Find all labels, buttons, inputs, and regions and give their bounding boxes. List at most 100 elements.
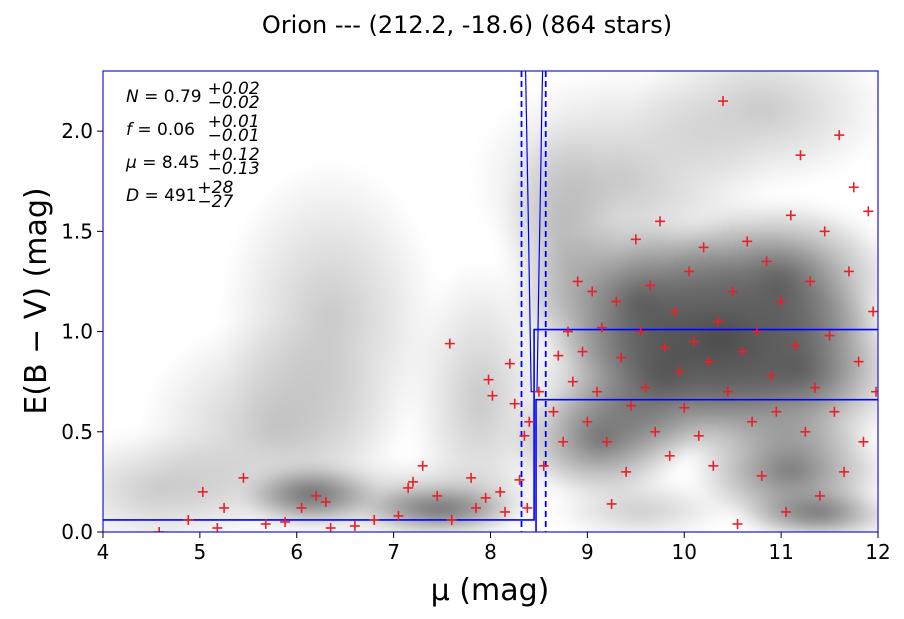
star-marker: [606, 498, 617, 509]
star-marker: [795, 150, 806, 161]
star-marker: [311, 490, 322, 501]
star-marker: [183, 514, 194, 525]
star-marker: [664, 450, 675, 461]
star-marker: [871, 386, 878, 397]
star-marker: [238, 472, 249, 483]
x-axis-title: μ (mag): [431, 573, 550, 608]
star-marker: [280, 516, 291, 527]
star-marker: [408, 476, 418, 487]
star-marker: [558, 436, 569, 447]
star-marker: [766, 370, 777, 381]
star-marker: [567, 376, 578, 387]
star-marker: [538, 460, 549, 471]
star-marker: [470, 502, 481, 513]
y-tick-label: 1.0: [61, 320, 93, 344]
star-marker: [863, 206, 874, 217]
star-marker: [417, 460, 428, 471]
star-marker: [509, 398, 520, 409]
star-marker: [577, 346, 588, 357]
star-marker: [553, 350, 564, 361]
star-marker: [596, 322, 607, 333]
x-tick-label: 12: [865, 540, 890, 564]
star-marker: [369, 514, 380, 525]
y-tick-label: 2.0: [61, 119, 93, 143]
annotation-minus: −27: [197, 192, 233, 212]
star-marker: [800, 426, 811, 437]
star-marker: [684, 266, 695, 277]
star-marker: [524, 416, 535, 427]
star-marker: [829, 406, 840, 417]
star-marker: [693, 430, 704, 441]
y-tick-label: 0.0: [61, 520, 93, 544]
star-marker: [785, 210, 796, 221]
star-marker: [839, 466, 850, 477]
star-marker: [483, 374, 494, 385]
star-marker: [563, 326, 573, 337]
annotation-minus: −0.02: [208, 93, 260, 113]
x-tick-label: 9: [581, 540, 594, 564]
star-marker: [742, 236, 753, 247]
star-marker: [320, 496, 331, 507]
star-marker: [432, 490, 443, 501]
star-marker: [747, 416, 758, 427]
star-marker: [868, 306, 878, 317]
star-marker: [703, 356, 714, 367]
posterior-curve: [524, 71, 544, 393]
star-marker: [446, 514, 457, 525]
y-tick-label: 0.5: [61, 420, 93, 444]
star-marker: [487, 390, 498, 401]
star-marker: [480, 492, 491, 503]
star-marker: [761, 256, 772, 267]
star-marker: [713, 316, 724, 327]
star-marker: [727, 286, 738, 297]
model-step-upper: [103, 328, 878, 521]
x-tick-label: 8: [484, 540, 497, 564]
star-marker: [737, 346, 748, 357]
star-marker: [650, 426, 661, 437]
star-marker: [805, 276, 816, 287]
star-marker: [219, 502, 230, 513]
star-marker: [848, 182, 859, 193]
star-marker: [655, 216, 666, 227]
star-marker: [688, 336, 699, 347]
star-marker: [403, 482, 414, 493]
y-axis-title: E(B − V) (mag): [19, 187, 54, 414]
star-marker: [780, 506, 791, 517]
star-marker: [645, 280, 656, 291]
star-marker: [197, 486, 208, 497]
star-marker: [349, 520, 360, 531]
star-marker: [611, 296, 622, 307]
star-marker: [325, 522, 336, 532]
x-tick-label: 5: [194, 540, 207, 564]
star-marker: [495, 486, 506, 497]
star-marker: [500, 506, 511, 517]
star-marker: [751, 326, 762, 337]
star-marker: [572, 276, 583, 287]
star-marker: [853, 356, 864, 367]
star-marker: [640, 382, 651, 393]
x-tick-label: 10: [672, 540, 697, 564]
star-marker: [810, 382, 821, 393]
star-marker: [393, 510, 404, 521]
x-tick-label: 6: [290, 540, 303, 564]
annotation-minus: −0.01: [208, 126, 260, 146]
star-marker: [533, 386, 544, 397]
star-marker: [444, 338, 455, 349]
annotation-plus: +0.12: [208, 145, 260, 165]
star-marker: [669, 306, 680, 317]
annotation-minus: −0.13: [208, 159, 260, 179]
annotation-2: μ = 8.45: [125, 153, 200, 173]
model-step-lower: [535, 398, 878, 532]
x-tick-label: 11: [768, 540, 793, 564]
x-tick-label: 4: [97, 540, 110, 564]
annotation-0: N = 0.79: [126, 87, 202, 107]
star-marker: [674, 366, 685, 377]
star-marker: [732, 518, 743, 529]
star-marker: [819, 226, 830, 237]
star-marker: [708, 460, 719, 471]
star-marker: [587, 286, 598, 297]
star-marker: [771, 406, 782, 417]
star-marker: [718, 96, 728, 107]
star-marker: [582, 416, 593, 427]
